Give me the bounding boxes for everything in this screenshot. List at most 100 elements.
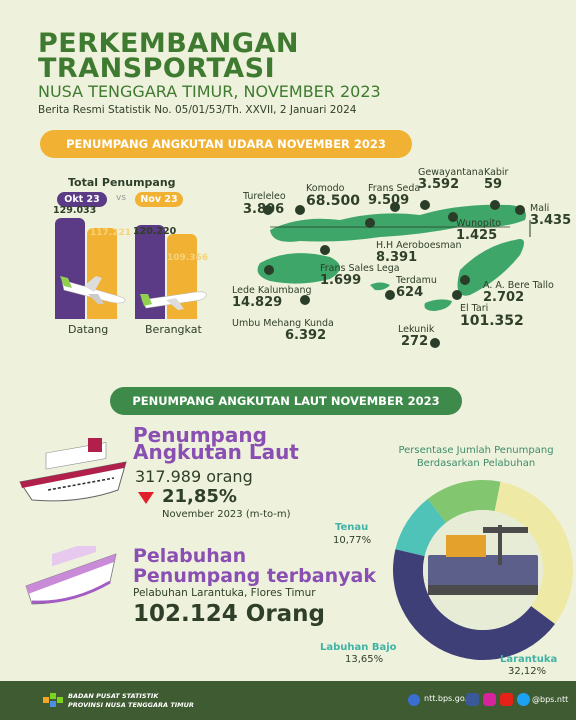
- airport-value-tureleleo: 3.806: [243, 202, 285, 217]
- sea-title-line2: Angkutan Laut: [133, 440, 299, 464]
- airport-value-lede-kalumbang: 14.829: [232, 295, 283, 310]
- slice-pct-labuhan-bajo: 13,65%: [345, 654, 384, 665]
- footer: BADAN PUSAT STATISTIK PROVINSI NUSA TENG…: [0, 681, 576, 720]
- youtube-icon[interactable]: [500, 693, 513, 706]
- donut-title-line2: Berdasarkan Pelabuhan: [416, 458, 536, 469]
- donut-slice-larantuka: [494, 481, 573, 624]
- pin-frans-sales-lega: [320, 245, 330, 255]
- footer-org-line2: PROVINSI NUSA TENGGARA TIMUR: [68, 701, 194, 709]
- sea-banner: PENUMPANG ANGKUTAN LAUT NOVEMBER 2023: [110, 387, 462, 415]
- airport-value-komodo: 68.500: [306, 193, 361, 209]
- airport-name-bere-tallo: A. A. Bere Tallo: [483, 280, 554, 291]
- legend-oct: Okt 23: [57, 192, 107, 207]
- sea-change: 21,85%: [162, 486, 237, 507]
- down-arrow-icon: [138, 492, 154, 504]
- airport-value-umbu-mehang-kunda: 6.392: [285, 328, 327, 343]
- footer-social[interactable]: @bps.ntt: [532, 695, 569, 704]
- airport-name-wunopito: Wunopito: [456, 218, 502, 229]
- title-line2: TRANSPORTASI: [38, 53, 276, 84]
- title-line1: PERKEMBANGAN: [38, 28, 299, 59]
- globe-icon: [408, 694, 420, 706]
- pin-umbu-mehang-kunda: [300, 295, 310, 305]
- label-berangkat: Berangkat: [145, 323, 202, 336]
- pin-wunopito: [448, 212, 458, 222]
- airport-value-lekunik: 272: [401, 334, 429, 349]
- cruise-ship-icon: [19, 438, 127, 502]
- ntt-map: [257, 204, 531, 311]
- airport-name-frans-seda: Frans Seda: [368, 183, 421, 194]
- pin-lekunik: [430, 338, 440, 348]
- sea-change-note: November 2023 (m-to-m): [162, 509, 291, 520]
- legend-nov: Nov 23: [135, 192, 183, 207]
- pin-aeroboesman: [365, 218, 375, 228]
- airport-value-kabir: 59: [484, 177, 503, 192]
- airport-value-aeroboesman: 8.391: [376, 250, 418, 265]
- slice-label-tenau: Tenau: [335, 522, 369, 533]
- airport-name-el-tari: El Tari: [460, 303, 489, 314]
- label-datang: Datang: [68, 323, 109, 336]
- instagram-icon[interactable]: [483, 693, 496, 706]
- plane-departure-icon: [140, 291, 207, 310]
- subtitle: NUSA TENGGARA TIMUR, NOVEMBER 2023: [38, 82, 381, 101]
- airport-name-mali: Mali: [530, 203, 550, 214]
- airport-value-mali: 3.435: [530, 213, 572, 228]
- airport-value-gewayantana: 3.592: [418, 177, 460, 192]
- airport-value-terdamu: 624: [396, 285, 424, 300]
- donut-chart: [393, 480, 573, 660]
- port-count: 102.124 Orang: [133, 601, 326, 627]
- airport-value-frans-sales-lega: 1.699: [320, 273, 362, 288]
- airport-name-kabir: Kabir: [484, 167, 509, 178]
- legend-vs: vs: [116, 193, 127, 203]
- value-datang-oct: 129.033: [53, 205, 97, 216]
- footer-org-line1: BADAN PUSAT STATISTIK: [68, 692, 159, 700]
- airport-value-el-tari: 101.352: [460, 313, 524, 329]
- port-title-line1: Pelabuhan: [133, 545, 247, 567]
- airport-name-frans-sales-lega: Frans Sales Lega: [320, 263, 400, 274]
- pin-gewayantana: [420, 200, 430, 210]
- airport-name-lekunik: Lekunik: [398, 324, 435, 335]
- pin-el-tari: [452, 290, 462, 300]
- sea-count: 317.989 orang: [135, 467, 253, 486]
- slice-pct-larantuka: 32,12%: [508, 666, 547, 677]
- plane-arrival-icon: [60, 276, 126, 304]
- value-berangkat-nov: 109.366: [167, 253, 208, 263]
- pin-komodo: [295, 205, 305, 215]
- value-datang-nov: 117.221: [90, 228, 131, 238]
- airport-name-lede-kalumbang: Lede Kalumbang: [232, 285, 312, 296]
- slice-label-larantuka: Larantuka: [500, 654, 558, 665]
- slice-label-labuhan-bajo: Labuhan Bajo: [320, 642, 397, 653]
- airport-value-bere-tallo: 2.702: [483, 290, 525, 305]
- bps-logo-icon: [43, 693, 63, 707]
- donut-slice-labuhan-bajo: [427, 480, 501, 523]
- donut-title-line1: Persentase Jumlah Penumpang: [398, 445, 554, 456]
- airport-name-umbu-mehang-kunda: Umbu Mehang Kunda: [232, 318, 334, 329]
- airport-name-aeroboesman: H.H Aeroboesman: [376, 240, 462, 251]
- pin-mali: [515, 205, 525, 215]
- ferry-icon: [25, 546, 117, 605]
- donut-slice-lainnya: [393, 549, 556, 660]
- pin-lede-kalumbang: [264, 265, 274, 275]
- total-passenger-label: Total Penumpang: [68, 176, 176, 189]
- facebook-icon[interactable]: [466, 693, 479, 706]
- pin-tureleleo: [263, 205, 273, 215]
- pin-frans-seda: [390, 202, 400, 212]
- twitter-icon[interactable]: [517, 693, 530, 706]
- airport-value-frans-seda: 9.509: [368, 193, 410, 208]
- air-banner: PENUMPANG ANGKUTAN UDARA NOVEMBER 2023: [40, 130, 412, 158]
- port-title-line2: Penumpang terbanyak: [133, 565, 376, 587]
- airport-name-komodo: Komodo: [306, 183, 345, 194]
- pin-terdamu: [385, 290, 395, 300]
- port-name: Pelabuhan Larantuka, Flores Timur: [133, 587, 316, 599]
- footer-web[interactable]: ntt.bps.go.id: [424, 694, 475, 703]
- airport-name-terdamu: Terdamu: [396, 275, 437, 286]
- value-berangkat-oct: 120.220: [133, 226, 177, 237]
- pin-bere-tallo: [460, 275, 470, 285]
- reference-text: Berita Resmi Statistik No. 05/01/53/Th. …: [38, 104, 357, 116]
- sea-title-line1: Penumpang: [133, 423, 267, 447]
- pin-kabir: [490, 200, 500, 210]
- airport-value-wunopito: 1.425: [456, 228, 498, 243]
- bar-datang-oct: [55, 218, 85, 319]
- airport-name-tureleleo: Tureleleo: [243, 191, 286, 202]
- airport-name-gewayantana: Gewayantana: [418, 167, 484, 178]
- slice-pct-tenau: 10,77%: [333, 535, 372, 546]
